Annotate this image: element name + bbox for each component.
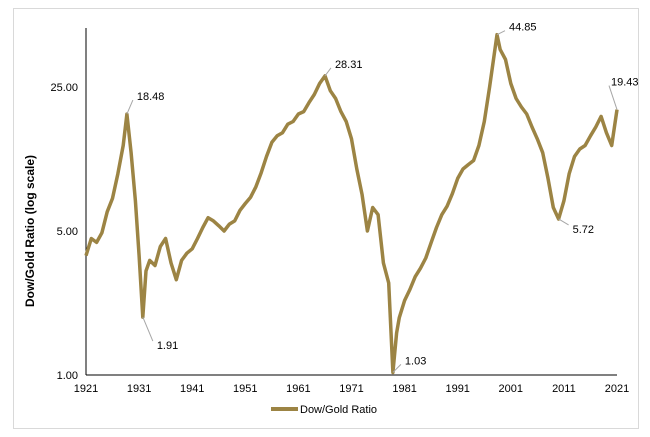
chart-frame	[13, 8, 639, 429]
x-tick-label: 1951	[233, 383, 257, 395]
x-tick-label: 1971	[339, 383, 363, 395]
annotation-leader-line	[142, 316, 154, 342]
x-tick-label: 1981	[392, 383, 416, 395]
x-tick-label: 1991	[445, 383, 469, 395]
annotation-leader-line	[126, 99, 134, 115]
annotation-leader-line	[558, 218, 569, 226]
x-tick-label: 1921	[74, 383, 98, 395]
annotation-leader-line	[608, 85, 618, 110]
annotation-leader-line	[392, 364, 402, 373]
x-tick-label: 1941	[180, 383, 204, 395]
annotation-label: 28.31	[335, 59, 363, 71]
annotation-leader-line	[496, 30, 506, 36]
annotation-leader-line	[324, 67, 332, 77]
y-tick-label: 25.00	[50, 82, 78, 94]
x-tick-label: 2021	[605, 383, 629, 395]
legend-label: Dow/Gold Ratio	[300, 404, 377, 416]
annotation-label: 5.72	[573, 224, 594, 236]
y-axis-title: Dow/Gold Ratio (log scale)	[23, 155, 37, 307]
x-tick-label: 1931	[127, 383, 151, 395]
y-tick-label: 5.00	[57, 226, 78, 238]
annotation-label: 1.03	[405, 355, 426, 367]
annotation-label: 19.43	[611, 77, 639, 89]
x-tick-label: 2001	[499, 383, 523, 395]
series-line-dow-gold-ratio	[84, 32, 619, 375]
annotation-label: 18.48	[137, 91, 165, 103]
annotation-label: 44.85	[509, 22, 537, 34]
y-tick-label: 1.00	[57, 370, 78, 382]
x-tick-label: 1961	[286, 383, 310, 395]
x-tick-label: 2011	[552, 383, 576, 395]
legend: Dow/Gold Ratio	[271, 404, 377, 416]
annotation-label: 1.91	[157, 340, 178, 352]
